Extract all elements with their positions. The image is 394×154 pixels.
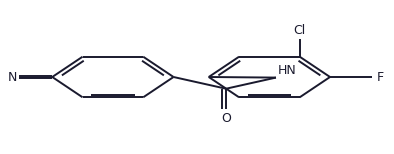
Text: O: O [221,112,231,125]
Text: N: N [7,71,17,83]
Text: F: F [376,71,383,83]
Text: Cl: Cl [294,24,306,37]
Text: HN: HN [278,64,297,77]
